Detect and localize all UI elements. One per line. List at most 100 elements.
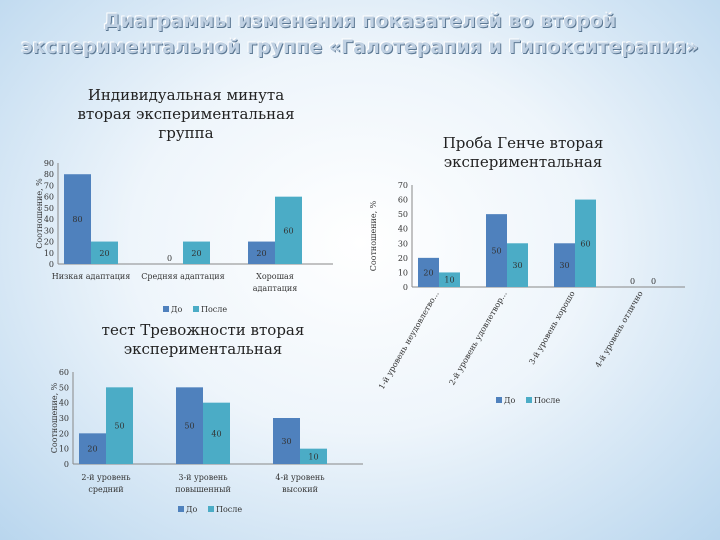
x-category-label: 3-й уровень: [178, 473, 228, 482]
y-tick-label: 30: [398, 239, 408, 248]
y-axis-label: Соотношение, %: [50, 382, 59, 453]
chart-title-line: Индивидуальная минута: [88, 86, 284, 104]
bar-value-label: 20: [423, 268, 433, 277]
x-category-label: адаптация: [253, 284, 298, 293]
y-tick-label: 50: [398, 210, 408, 219]
bar-value-label: 0: [630, 277, 635, 286]
y-tick-label: 30: [59, 414, 69, 423]
chart-title-line: вторая экспериментальная: [77, 105, 294, 123]
y-tick-label: 70: [44, 181, 54, 190]
y-tick-label: 60: [44, 193, 54, 202]
y-tick-label: 40: [398, 225, 408, 234]
y-tick-label: 10: [398, 268, 408, 277]
bar: [275, 196, 302, 264]
y-tick-label: 60: [59, 368, 69, 377]
bar-value-label: 0: [167, 254, 172, 263]
x-category-label: повышенный: [175, 485, 231, 494]
y-tick-label: 50: [44, 204, 54, 213]
x-category-label: Средняя адаптация: [141, 272, 224, 281]
bar: [554, 243, 575, 287]
x-category-label: Низкая адаптация: [52, 272, 131, 281]
legend-swatch: [178, 506, 184, 512]
bar-value-label: 50: [491, 247, 501, 256]
bar-value-label: 30: [281, 437, 291, 446]
bar: [300, 448, 327, 464]
y-tick-label: 40: [44, 215, 54, 224]
chart-title-line: тест Тревожности вторая: [102, 321, 305, 339]
bar: [91, 241, 118, 264]
bar-value-label: 30: [559, 261, 569, 270]
bar: [575, 199, 596, 287]
legend-swatch: [208, 506, 214, 512]
bar: [439, 272, 460, 287]
y-tick-label: 10: [59, 445, 69, 454]
legend-swatch: [526, 397, 532, 403]
bar: [176, 387, 203, 464]
y-tick-label: 50: [59, 383, 69, 392]
legend-swatch: [163, 306, 169, 312]
bar-value-label: 0: [651, 277, 656, 286]
y-tick-label: 60: [398, 196, 408, 205]
bar: [183, 241, 210, 264]
bar: [79, 433, 106, 464]
bar: [106, 387, 133, 464]
y-tick-label: 70: [398, 181, 408, 190]
bar-value-label: 10: [308, 452, 318, 461]
bar-value-label: 80: [72, 215, 82, 224]
chart-title-line: экспериментальная: [444, 153, 603, 171]
bar: [273, 418, 300, 464]
y-tick-label: 30: [44, 226, 54, 235]
y-tick-label: 90: [44, 159, 54, 168]
bar: [248, 241, 275, 264]
bar: [203, 402, 230, 464]
legend-swatch: [496, 397, 502, 403]
y-tick-label: 40: [59, 399, 69, 408]
legend-label: После: [201, 305, 227, 314]
bar-value-label: 30: [512, 261, 522, 270]
bar-value-label: 40: [211, 429, 221, 438]
slide-title-line-1: Диаграммы изменения показателей во второ…: [103, 10, 617, 32]
y-tick-label: 0: [64, 460, 69, 469]
legend-label: До: [171, 305, 183, 314]
x-category-label: 2-й уровень: [81, 473, 131, 482]
y-tick-label: 20: [59, 429, 69, 438]
y-axis-label: Соотношение, %: [369, 200, 378, 271]
bar-value-label: 50: [114, 422, 124, 431]
bar-value-label: 20: [191, 249, 201, 258]
bar-value-label: 60: [283, 226, 293, 235]
x-category-label: высокий: [282, 485, 318, 494]
x-category-label: средний: [88, 485, 123, 494]
legend-label: После: [534, 396, 560, 405]
bar: [418, 257, 439, 287]
legend-label: После: [216, 505, 242, 514]
y-tick-label: 0: [49, 260, 54, 269]
bar-value-label: 20: [87, 445, 97, 454]
y-tick-label: 20: [398, 254, 408, 263]
bar-value-label: 50: [184, 422, 194, 431]
bar-value-label: 20: [256, 249, 266, 258]
legend-label: До: [186, 505, 198, 514]
y-tick-label: 0: [403, 283, 408, 292]
y-tick-label: 80: [44, 170, 54, 179]
slide-title-line-2: экспериментальной группе «Галотерапия и …: [21, 36, 699, 58]
bar: [64, 174, 91, 264]
bar: [507, 243, 528, 287]
y-tick-label: 20: [44, 238, 54, 247]
y-axis-label: Соотношение, %: [35, 178, 44, 249]
legend-swatch: [193, 306, 199, 312]
x-category-label: 4-й уровень: [275, 473, 325, 482]
x-category-label: Хорошая: [256, 272, 294, 281]
bar-value-label: 10: [444, 276, 454, 285]
bar: [486, 214, 507, 287]
slide-title: Диаграммы изменения показателей во второ…: [0, 8, 720, 60]
chart-title-line: группа: [158, 124, 213, 142]
chart-title-line: Проба Генче вторая: [443, 134, 604, 152]
bar-value-label: 20: [99, 249, 109, 258]
legend-label: До: [504, 396, 516, 405]
y-tick-label: 10: [44, 249, 54, 258]
bar-value-label: 60: [580, 239, 590, 248]
chart-title-line: экспериментальная: [124, 340, 283, 358]
